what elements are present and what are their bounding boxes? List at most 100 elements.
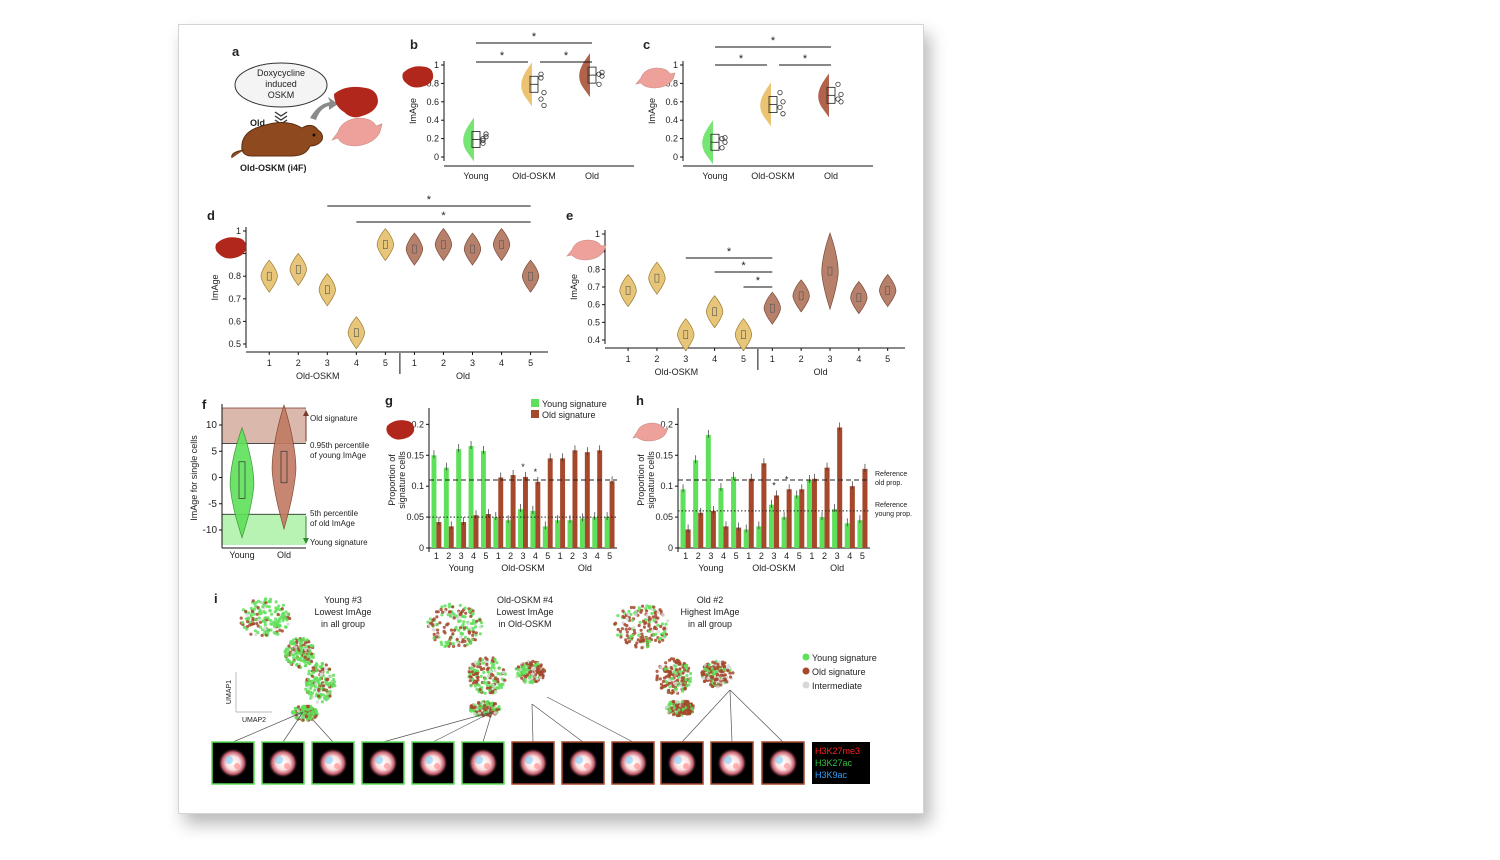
umap-point: [284, 625, 288, 629]
umap-point: [648, 606, 652, 610]
umap-point: [312, 670, 316, 674]
umap-point: [471, 626, 475, 631]
umap-point: [614, 621, 618, 625]
annotation-5th: 5th percentile: [310, 509, 359, 518]
violin: [579, 53, 590, 98]
umap-point: [288, 616, 292, 621]
bubble-line-2: induced: [265, 79, 297, 89]
channel-legend-box: [812, 742, 870, 784]
umap-point: [318, 669, 322, 673]
umap-point: [302, 704, 306, 708]
x-tick-label: 4: [533, 551, 538, 561]
umap-point: [636, 638, 640, 642]
umap-point: [518, 673, 522, 677]
umap-point: [471, 619, 475, 623]
umap-point: [471, 633, 475, 637]
umap-point: [641, 639, 646, 643]
umap-point: [637, 633, 641, 638]
nucleus-red-spot: [334, 763, 340, 769]
umap-point: [680, 700, 685, 704]
umap-point: [269, 628, 273, 632]
umap-point: [495, 661, 499, 665]
umap-point: [478, 632, 482, 636]
box: [741, 330, 746, 340]
umap-point: [659, 665, 663, 669]
umap-point: [479, 674, 483, 679]
umap-point: [658, 677, 662, 681]
box: [412, 244, 417, 254]
bar-old: [535, 481, 541, 548]
legend-label-3: Intermediate: [812, 681, 862, 691]
umap-point: [281, 619, 285, 623]
x-tick-label: 3: [520, 551, 525, 561]
sig-bracket-oskm-old-star: *: [803, 53, 808, 65]
x-tick-label: 4: [471, 551, 476, 561]
y-axis-title-2: signature cells: [397, 451, 407, 509]
umap-point: [451, 605, 455, 609]
panel-h-chart: 0 0.05 0.1 0.15 0.2 Proportion of signature ce…: [632, 408, 912, 573]
umap-point: [255, 621, 259, 626]
group-label: Old: [830, 563, 844, 573]
umap-point: [635, 641, 639, 645]
connector-line: [312, 719, 334, 743]
box: [625, 286, 631, 295]
umap-point: [428, 621, 433, 625]
umap-point: [530, 676, 534, 680]
umap-point: [634, 613, 638, 617]
cell-nucleus: [717, 748, 747, 778]
umap-point: [250, 622, 254, 627]
umap-title-3-1: Old #2: [697, 595, 724, 605]
bar-young: [819, 517, 825, 548]
umap-point: [305, 638, 309, 642]
umap-point: [663, 630, 667, 634]
umap-point: [493, 711, 497, 715]
bar-old: [837, 427, 843, 548]
umap-point: [275, 619, 279, 624]
umap-point: [497, 666, 501, 670]
umap-point: [249, 632, 253, 636]
data-point: [777, 90, 783, 96]
y-tick-label: 0.2: [660, 419, 673, 429]
violin: [619, 273, 637, 308]
umap-point: [475, 619, 479, 623]
umap-point: [458, 626, 463, 630]
umap-point: [489, 701, 494, 706]
umap-point: [256, 631, 260, 635]
violin: [879, 273, 897, 308]
umap-point: [306, 705, 310, 709]
umap-point: [710, 666, 714, 671]
muscle-icon: [566, 239, 607, 261]
umap-map-3: [613, 604, 735, 718]
umap-point: [249, 606, 253, 610]
x-tick-label: 2: [759, 551, 764, 561]
sig-star: *: [785, 474, 789, 484]
umap-map-2: [426, 602, 547, 718]
bar-young: [579, 518, 585, 548]
umap-point: [321, 684, 326, 688]
y-tick-label: 1: [673, 60, 678, 70]
umap-point: [315, 663, 319, 667]
bar-young: [768, 504, 774, 548]
umap-point: [659, 624, 663, 629]
nucleus-blue-spot: [375, 756, 383, 764]
umap-point: [471, 681, 476, 685]
umap-point: [318, 682, 322, 686]
umap-point: [474, 625, 478, 629]
umap-point: [649, 627, 653, 631]
umap-point: [284, 654, 288, 658]
umap-point: [675, 699, 679, 704]
umap-point: [478, 618, 482, 622]
umap-point: [477, 711, 482, 715]
data-point: [480, 137, 486, 144]
data-point: [538, 96, 544, 102]
umap-point: [296, 705, 301, 709]
umap-point: [253, 607, 257, 611]
umap-point: [492, 663, 496, 667]
umap-point: [670, 691, 674, 695]
nucleus-blue-spot: [625, 756, 633, 764]
umap-point: [674, 681, 678, 685]
umap-point: [639, 628, 643, 632]
x-tick-label: 1: [434, 551, 439, 561]
bar-old: [510, 475, 516, 548]
umap-point: [657, 640, 662, 644]
